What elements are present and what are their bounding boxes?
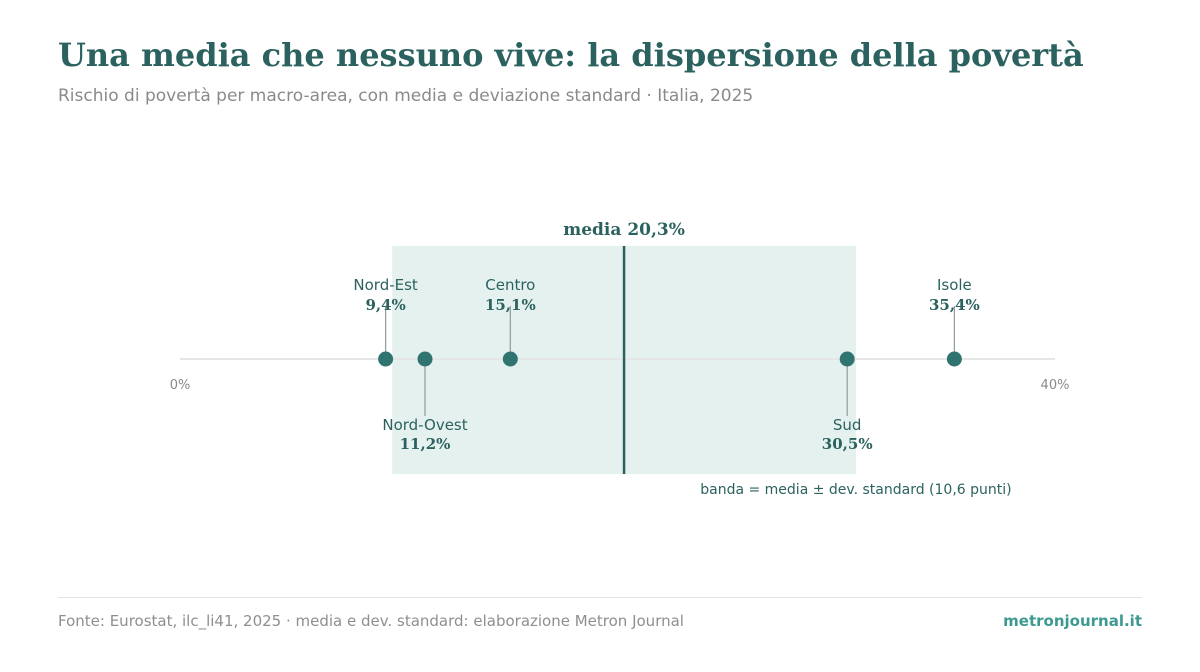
data-point [946,351,962,367]
point-value-label: 35,4% [929,296,980,314]
point-value-label: 9,4% [365,296,405,314]
data-point [417,351,433,367]
footer-divider [58,597,1142,598]
source-note: Fonte: Eurostat, ilc_li41, 2025 · media … [58,612,684,630]
band-label: banda = media ± dev. standard (10,6 punt… [700,482,1011,498]
point-name-label: Nord-Ovest [382,416,467,434]
chart-subtitle: Rischio di povertà per macro-area, con m… [58,86,754,106]
point-value-label: 11,2% [400,435,451,453]
point-value-label: 30,5% [822,435,873,453]
x-tick-label: 40% [1041,378,1070,393]
point-name-label: Sud [833,416,862,434]
x-tick-label: 0% [170,378,191,393]
mean-label: media 20,3% [563,220,685,240]
point-name-label: Isole [937,276,972,294]
dot-strip-chart: 0% 40% media 20,3% banda = media ± dev. sta… [170,220,1070,498]
point-value-label: 15,1% [485,296,536,314]
data-point [839,351,855,367]
data-point [502,351,518,367]
data-point [378,351,394,367]
chart-title: Una media che nessuno vive: la dispersio… [58,36,1084,74]
point-name-label: Centro [485,276,535,294]
brand-link[interactable]: metronjournal.it [1003,612,1142,630]
point-name-label: Nord-Est [353,276,418,294]
